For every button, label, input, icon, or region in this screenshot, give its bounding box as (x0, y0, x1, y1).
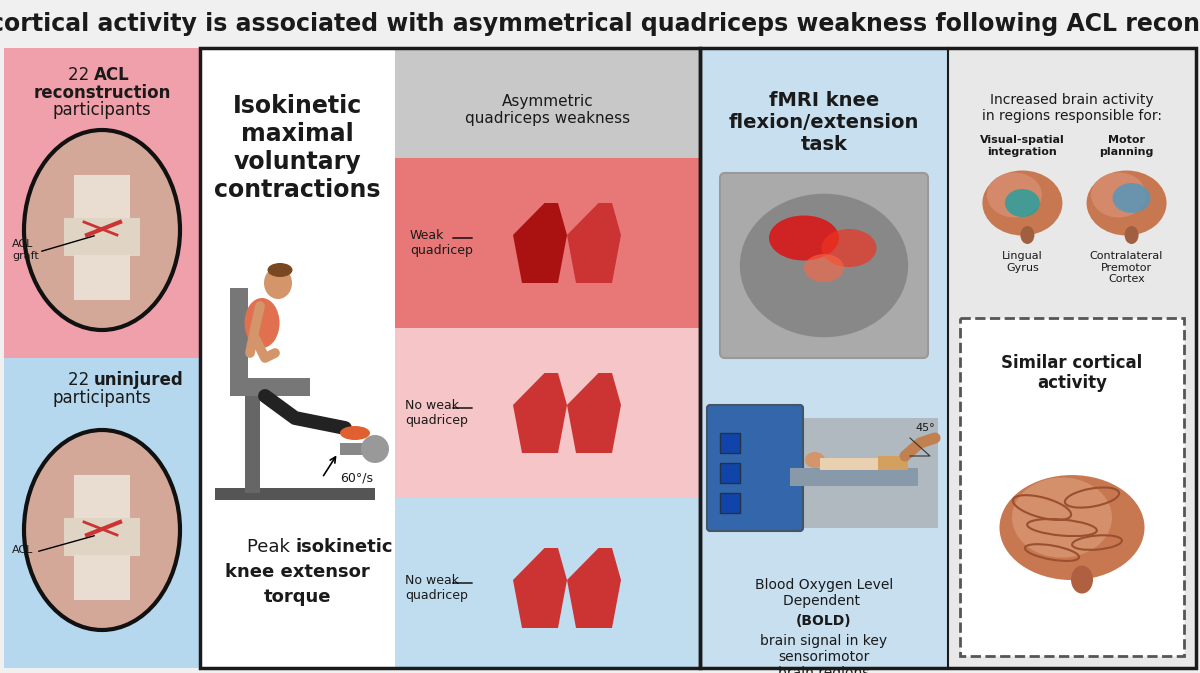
Text: Asymmetric
quadriceps weakness: Asymmetric quadriceps weakness (464, 94, 630, 127)
Text: Peak: Peak (247, 538, 295, 556)
Bar (230, 378, 310, 396)
FancyBboxPatch shape (720, 173, 928, 358)
Bar (700, 48, 1196, 668)
Bar (340, 443, 374, 455)
Text: Greater cortical activity is associated with asymmetrical quadriceps weakness fo: Greater cortical activity is associated … (0, 12, 1200, 36)
Text: knee extensor: knee extensor (226, 563, 370, 581)
Bar (395, 158, 700, 328)
Bar (720, 433, 740, 453)
Ellipse shape (769, 215, 839, 260)
Bar (700, 48, 948, 668)
Bar (790, 468, 918, 486)
Text: brain signal in key
sensorimotor
brain regions: brain signal in key sensorimotor brain r… (761, 634, 888, 673)
Text: 45°: 45° (916, 423, 935, 433)
Bar (720, 463, 740, 483)
Text: (BOLD): (BOLD) (796, 614, 852, 628)
Text: Weak
quadricep: Weak quadricep (410, 229, 473, 257)
Text: Increased brain activity
in regions responsible for:: Increased brain activity in regions resp… (982, 93, 1162, 123)
Bar (878, 456, 908, 470)
Ellipse shape (983, 170, 1062, 236)
Text: Lingual
Gyrus: Lingual Gyrus (1002, 251, 1043, 273)
Ellipse shape (1112, 183, 1151, 213)
Polygon shape (568, 548, 622, 628)
Bar (74, 475, 130, 520)
Text: Isokinetic
maximal
voluntary
contractions: Isokinetic maximal voluntary contraction… (215, 94, 380, 202)
Polygon shape (568, 373, 622, 453)
Ellipse shape (822, 229, 876, 267)
Bar (74, 175, 130, 220)
Text: ACL
graft: ACL graft (12, 239, 38, 261)
Ellipse shape (805, 452, 826, 468)
Ellipse shape (1020, 226, 1034, 244)
Bar (230, 288, 248, 380)
Text: 22: 22 (67, 371, 94, 389)
Text: 60°/s: 60°/s (340, 472, 373, 485)
Bar (64, 218, 140, 256)
Ellipse shape (361, 435, 389, 463)
Text: torque: torque (264, 588, 331, 606)
Text: Contralateral
Premotor
Cortex: Contralateral Premotor Cortex (1090, 251, 1163, 284)
Bar (200, 48, 395, 668)
Bar (4, 358, 200, 668)
Text: No weak
quadricep: No weak quadricep (406, 574, 468, 602)
Bar (395, 328, 700, 498)
Ellipse shape (268, 263, 293, 277)
FancyBboxPatch shape (960, 318, 1184, 656)
Text: Motor
planning: Motor planning (1099, 135, 1153, 157)
Text: isokinetic: isokinetic (295, 538, 394, 556)
Text: 22: 22 (67, 66, 94, 84)
Ellipse shape (1004, 189, 1040, 217)
Bar (948, 48, 1196, 668)
Text: Similar cortical
activity: Similar cortical activity (1001, 353, 1142, 392)
Ellipse shape (1072, 565, 1093, 594)
Bar (395, 498, 700, 668)
Ellipse shape (264, 267, 292, 299)
Bar (74, 555, 130, 600)
Ellipse shape (1012, 478, 1112, 557)
Polygon shape (568, 203, 622, 283)
Ellipse shape (986, 172, 1042, 217)
Ellipse shape (340, 426, 370, 440)
Polygon shape (514, 548, 568, 628)
Text: uninjured: uninjured (94, 371, 184, 389)
Bar (710, 418, 938, 528)
Text: reconstruction: reconstruction (34, 84, 170, 102)
Polygon shape (514, 373, 568, 453)
Ellipse shape (804, 254, 844, 282)
Text: ACL: ACL (94, 66, 130, 84)
Text: Visual-spatial
integration: Visual-spatial integration (980, 135, 1064, 157)
Text: ACL: ACL (12, 545, 34, 555)
Ellipse shape (740, 194, 908, 337)
Text: participants: participants (53, 101, 151, 119)
Ellipse shape (1000, 475, 1145, 580)
Bar (395, 48, 700, 158)
Ellipse shape (1091, 172, 1146, 217)
Ellipse shape (245, 298, 280, 348)
Text: Blood Oxygen Level
Dependent: Blood Oxygen Level Dependent (755, 578, 893, 608)
Bar (245, 388, 260, 493)
FancyBboxPatch shape (707, 405, 803, 531)
Bar (820, 458, 880, 470)
Ellipse shape (24, 430, 180, 630)
Polygon shape (514, 203, 568, 283)
Text: No weak
quadricep: No weak quadricep (406, 399, 468, 427)
Bar (64, 518, 140, 556)
Bar (215, 488, 374, 500)
Ellipse shape (24, 130, 180, 330)
Ellipse shape (1124, 226, 1139, 244)
Bar (200, 48, 700, 668)
Bar (74, 255, 130, 300)
Ellipse shape (1086, 170, 1166, 236)
Text: fMRI knee
flexion/extension
task: fMRI knee flexion/extension task (728, 92, 919, 155)
Bar (720, 493, 740, 513)
Text: participants: participants (53, 389, 151, 407)
Bar (4, 48, 200, 358)
